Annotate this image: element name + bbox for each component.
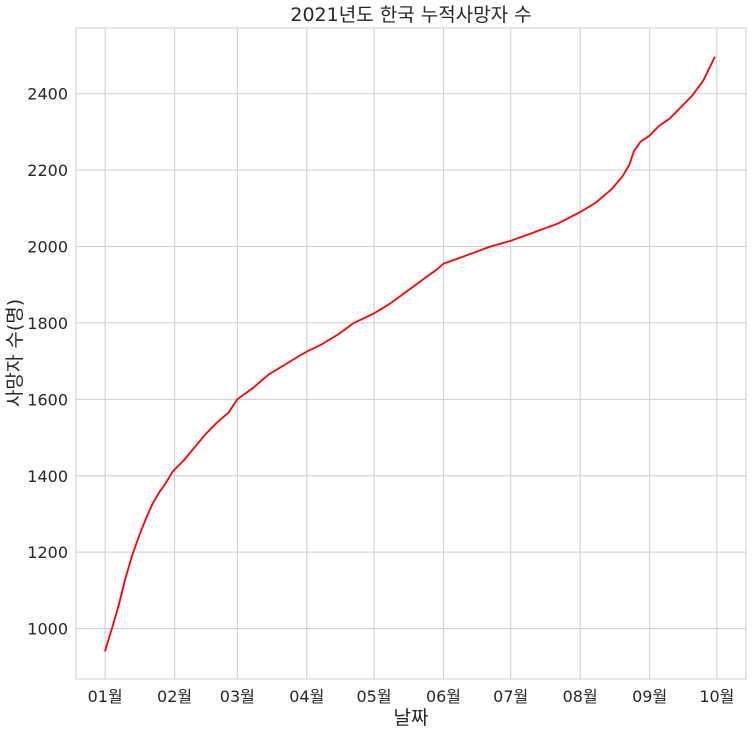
y-tick-label: 2400 [27, 85, 68, 104]
y-tick-label: 1200 [27, 543, 68, 562]
y-tick-label: 2000 [27, 238, 68, 257]
y-tick-label: 1800 [27, 314, 68, 333]
x-tick-label: 07월 [493, 687, 528, 706]
x-tick-label: 06월 [426, 687, 461, 706]
series-line [104, 56, 716, 652]
grid [76, 28, 746, 679]
x-tick-label: 08월 [563, 687, 598, 706]
y-axis-title: 사망자 수(명) [4, 299, 26, 407]
chart-title: 2021년도 한국 누적사망자 수 [290, 4, 531, 26]
y-tick-label: 2200 [27, 161, 68, 180]
plot-border [75, 27, 747, 680]
x-tick-label: 05월 [356, 687, 391, 706]
y-axis: 1000 1200 1400 1600 1800 2000 2200 2400 [27, 85, 68, 639]
y-tick-label: 1400 [27, 467, 68, 486]
x-tick-label: 09월 [632, 687, 667, 706]
y-tick-label: 1600 [27, 390, 68, 409]
x-tick-label: 01월 [88, 687, 123, 706]
x-axis-title: 날짜 [394, 707, 429, 729]
plot-area [76, 28, 746, 679]
plot-frame [75, 27, 747, 680]
x-tick-label: 02월 [157, 687, 192, 706]
x-tick-label: 03월 [220, 687, 255, 706]
series-layer [104, 56, 716, 652]
x-axis: 01월 02월 03월 04월 05월 06월 07월 08월 09월 10월 [88, 687, 735, 706]
x-tick-label: 10월 [699, 687, 734, 706]
y-tick-label: 1000 [27, 620, 68, 639]
x-tick-label: 04월 [289, 687, 324, 706]
